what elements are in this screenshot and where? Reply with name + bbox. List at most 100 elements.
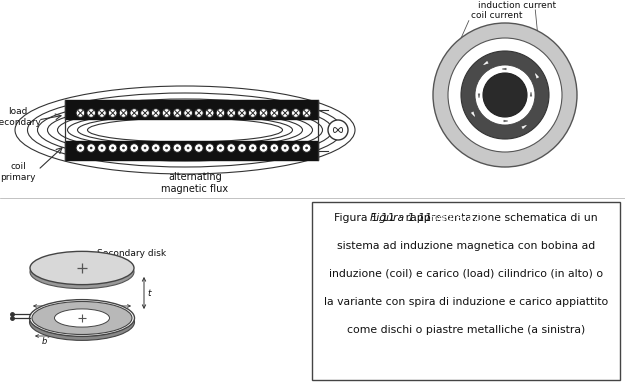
Text: coil current: coil current [471, 11, 522, 21]
Circle shape [173, 109, 182, 117]
Text: load
secondary: load secondary [0, 107, 41, 127]
Circle shape [302, 109, 311, 117]
Circle shape [151, 109, 160, 117]
Text: Primary
coil: Primary coil [97, 310, 132, 330]
Circle shape [166, 147, 168, 149]
Circle shape [101, 147, 103, 149]
Polygon shape [478, 94, 480, 98]
Circle shape [230, 147, 232, 149]
Polygon shape [502, 68, 506, 70]
Circle shape [76, 144, 85, 152]
Circle shape [461, 51, 549, 139]
Circle shape [249, 109, 257, 117]
Circle shape [87, 144, 96, 152]
Circle shape [184, 144, 192, 152]
Circle shape [155, 147, 157, 149]
Text: induction current: induction current [478, 0, 556, 10]
Bar [65, 141, 318, 160]
Ellipse shape [30, 255, 134, 289]
Circle shape [108, 109, 117, 117]
Circle shape [262, 147, 264, 149]
Circle shape [281, 109, 289, 117]
Circle shape [238, 109, 246, 117]
Circle shape [162, 109, 171, 117]
Circle shape [79, 147, 81, 149]
Circle shape [187, 147, 189, 149]
Text: come dischi o piastre metalliche (a sinistra): come dischi o piastre metalliche (a sini… [347, 325, 585, 335]
Circle shape [130, 144, 139, 152]
Polygon shape [530, 92, 532, 96]
Circle shape [291, 109, 300, 117]
Circle shape [227, 144, 236, 152]
Circle shape [284, 147, 286, 149]
Circle shape [216, 144, 225, 152]
Circle shape [206, 144, 214, 152]
Circle shape [227, 109, 236, 117]
Circle shape [241, 147, 243, 149]
Text: alternating
magnetic flux: alternating magnetic flux [161, 172, 229, 194]
Circle shape [259, 109, 268, 117]
Circle shape [295, 147, 297, 149]
Circle shape [219, 147, 221, 149]
Text: Secondary disk: Secondary disk [97, 249, 166, 257]
Circle shape [194, 144, 203, 152]
Ellipse shape [30, 251, 134, 285]
Ellipse shape [32, 301, 132, 334]
Circle shape [238, 144, 246, 152]
Circle shape [119, 144, 127, 152]
Circle shape [133, 147, 135, 149]
Circle shape [144, 147, 146, 149]
Circle shape [141, 109, 149, 117]
Circle shape [194, 109, 203, 117]
Circle shape [184, 109, 192, 117]
Text: la variante con spira di induzione e carico appiattito: la variante con spira di induzione e car… [324, 297, 608, 307]
Circle shape [141, 144, 149, 152]
Bar [65, 100, 318, 119]
Text: a: a [79, 306, 84, 316]
Circle shape [198, 147, 200, 149]
Circle shape [328, 120, 348, 140]
Circle shape [252, 147, 254, 149]
Circle shape [206, 109, 214, 117]
Circle shape [76, 109, 85, 117]
Polygon shape [484, 61, 488, 65]
Ellipse shape [54, 309, 109, 327]
Circle shape [306, 147, 308, 149]
Text: Figura 1.11 :: Figura 1.11 : [430, 213, 502, 223]
Circle shape [119, 109, 127, 117]
Circle shape [162, 144, 171, 152]
Circle shape [108, 144, 117, 152]
Circle shape [302, 144, 311, 152]
Circle shape [448, 38, 562, 152]
Circle shape [151, 144, 160, 152]
Circle shape [98, 144, 106, 152]
Text: o: o [546, 105, 551, 114]
Circle shape [216, 109, 225, 117]
Text: sistema ad induzione magnetica con bobina ad: sistema ad induzione magnetica con bobin… [337, 241, 595, 251]
Circle shape [209, 147, 211, 149]
Circle shape [273, 147, 275, 149]
Circle shape [173, 144, 182, 152]
Text: coil
primary: coil primary [0, 162, 36, 182]
Circle shape [112, 147, 114, 149]
Circle shape [270, 109, 279, 117]
Circle shape [291, 144, 300, 152]
Ellipse shape [29, 304, 134, 340]
Circle shape [122, 147, 124, 149]
Polygon shape [504, 120, 508, 122]
Text: t: t [147, 288, 151, 298]
Circle shape [249, 144, 257, 152]
Text: Figura 1.11 :: Figura 1.11 : [371, 213, 442, 223]
Text: b: b [41, 337, 47, 345]
Text: Figura 1.11 : rappresentazione schematica di un: Figura 1.11 : rappresentazione schematic… [334, 213, 598, 223]
Polygon shape [471, 112, 475, 116]
Bar [312, 202, 620, 380]
Circle shape [281, 144, 289, 152]
Text: induzione (coil) e carico (load) cilindrico (in alto) o: induzione (coil) e carico (load) cilindr… [329, 269, 603, 279]
Circle shape [475, 65, 535, 125]
Circle shape [433, 23, 577, 167]
Ellipse shape [29, 300, 134, 336]
Polygon shape [535, 74, 539, 78]
Circle shape [176, 147, 178, 149]
Circle shape [98, 109, 106, 117]
